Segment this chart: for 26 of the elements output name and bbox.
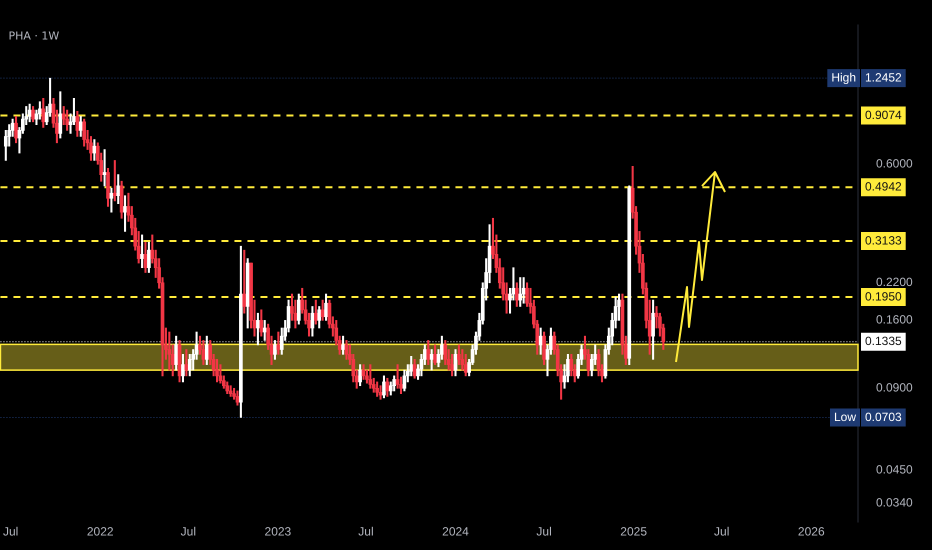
ref-line-label: 0.0703 [865,410,902,424]
x-tick-label: Jul [714,524,730,539]
text: PHA · 1W [8,30,60,43]
ref-line-label: 0.3133 [865,233,902,248]
y-tick-label: 0.0900 [876,380,914,395]
x-tick-label: 2023 [264,524,292,539]
ref-line-label: 0.4942 [865,180,902,194]
x-tick-label: 2024 [442,524,470,539]
annotation: High [831,70,856,84]
x-tick-label: Jul [180,524,196,539]
x-tick-label: 2022 [86,524,114,539]
ref-line-label: 1.2452 [865,70,902,84]
ref-line-label: 0.1950 [865,289,902,304]
ref-line-label: 0.9074 [865,108,902,122]
x-tick-label: Jul [358,524,374,539]
y-tick-label: 0.2200 [876,275,914,290]
y-tick-label: 0.1600 [876,312,914,327]
ref-line-label: 0.1335 [865,334,902,348]
y-tick-label: 0.0450 [876,462,914,476]
x-tick-label: 2025 [620,524,648,539]
annotation: Low [834,410,856,424]
y-tick-label: 0.0340 [876,496,914,510]
y-tick-label: 0.6000 [876,156,914,171]
x-tick-label: Jul [536,524,552,539]
x-tick-label: Jul [3,524,18,539]
x-tick-label: 2026 [798,524,825,539]
